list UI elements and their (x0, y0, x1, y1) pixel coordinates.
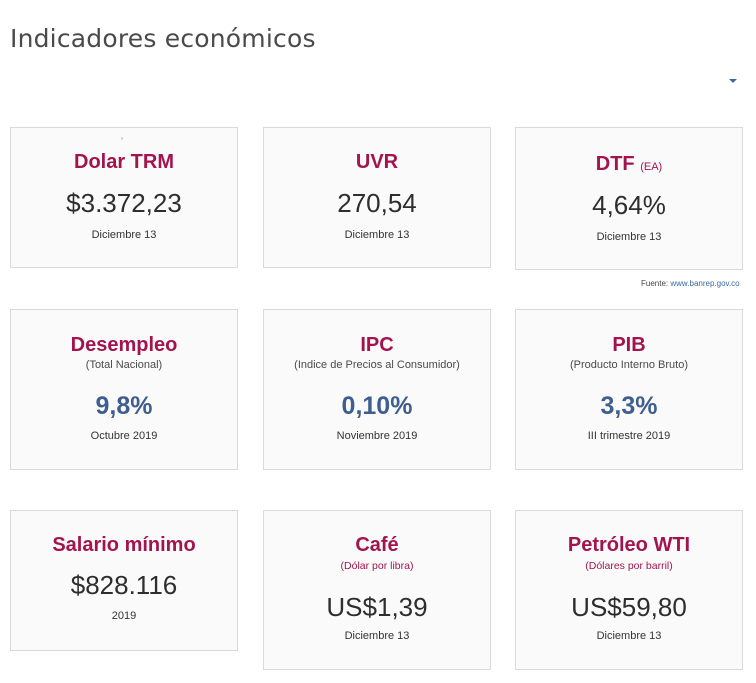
indicator-title: Petróleo WTI (567, 534, 691, 556)
indicator-value: US$1,39 (326, 592, 428, 622)
indicator-title: Dolar TRM (74, 151, 174, 173)
indicator-value: 9,8% (95, 392, 153, 420)
indicator-date: Diciembre 13 (596, 630, 662, 642)
indicator-title-suffix: (EA) (640, 161, 663, 173)
indicator-subtitle: (Total Nacional) (85, 359, 163, 371)
indicator-card-dtf: DTF (EA) 4,64% Diciembre 13 (515, 127, 743, 270)
indicator-title: PIB (612, 334, 646, 356)
indicator-date: Diciembre 13 (596, 231, 662, 243)
indicator-subtitle: (Producto Interno Bruto) (569, 359, 688, 371)
caret-down-icon[interactable] (729, 79, 737, 83)
indicator-title-text: DTF (595, 153, 635, 175)
indicator-value: $3.372,23 (66, 188, 182, 218)
indicator-date: 2019 (111, 610, 137, 622)
indicator-title: Desempleo (70, 334, 178, 356)
indicator-card-ipc: IPC (Indice de Precios al Consumidor) 0,… (263, 309, 491, 470)
page-title: Indicadores económicos (10, 24, 316, 53)
indicator-value: 3,3% (600, 392, 658, 420)
indicator-title: IPC (360, 334, 394, 356)
indicator-card-desempleo: Desempleo (Total Nacional) 9,8% Octubre … (10, 309, 238, 470)
tick-mark: ’ (121, 136, 123, 146)
indicator-card-uvr: UVR 270,54 Diciembre 13 (263, 127, 491, 268)
indicator-value: $828.116 (70, 570, 178, 600)
indicator-date: Diciembre 13 (91, 229, 157, 241)
indicator-subtitle: (Dólar por libra) (340, 560, 414, 572)
indicator-card-petroleo-wti: Petróleo WTI (Dólares por barril) US$59,… (515, 510, 743, 670)
indicator-date: III trimestre 2019 (587, 430, 671, 442)
indicator-value: 4,64% (592, 190, 666, 220)
indicator-title: UVR (355, 151, 399, 173)
source-link[interactable]: www.banrep.gov.co (670, 279, 740, 288)
source-note: Fuente: www.banrep.gov.co (641, 279, 740, 288)
indicator-subtitle: (Dólares por barril) (585, 560, 673, 572)
indicator-title: Café (355, 534, 399, 556)
indicator-value: US$59,80 (571, 592, 687, 622)
indicator-title: Salario mínimo (52, 534, 196, 556)
indicator-date: Noviembre 2019 (336, 430, 418, 442)
indicator-value: 270,54 (337, 188, 417, 218)
indicator-date: Diciembre 13 (344, 630, 410, 642)
indicator-title: DTF (EA) (516, 153, 742, 176)
indicator-card-pib: PIB (Producto Interno Bruto) 3,3% III tr… (515, 309, 743, 470)
indicator-date: Octubre 2019 (90, 430, 158, 442)
indicator-date: Diciembre 13 (344, 229, 410, 241)
indicator-card-dolar-trm: ’ Dolar TRM $3.372,23 Diciembre 13 (10, 127, 238, 268)
indicator-value: 0,10% (341, 392, 413, 420)
indicator-card-salario-minimo: Salario mínimo $828.116 2019 (10, 510, 238, 651)
source-label: Fuente: (641, 279, 669, 288)
indicator-card-cafe: Café (Dólar por libra) US$1,39 Diciembre… (263, 510, 491, 670)
indicator-subtitle: (Indice de Precios al Consumidor) (294, 359, 460, 371)
